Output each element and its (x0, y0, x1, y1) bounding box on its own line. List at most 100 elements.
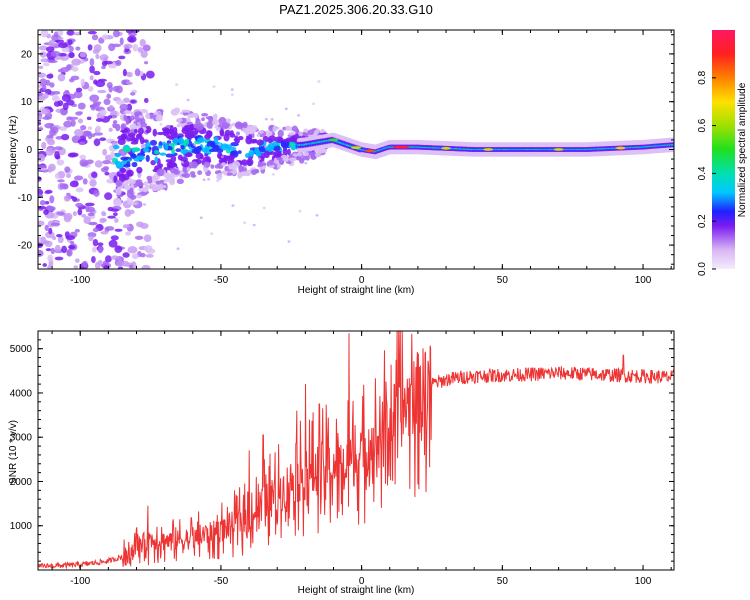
heatmap-cell (145, 141, 151, 148)
x-tick-label: 0 (359, 275, 365, 286)
heatmap-cell (166, 161, 175, 168)
heatmap-cell (116, 171, 121, 177)
heatmap-cell (162, 185, 167, 189)
heatmap-cell (87, 221, 98, 226)
heatmap-cell (276, 157, 283, 161)
heatmap-cell (122, 181, 129, 187)
y-tick-label: 3000 (10, 433, 33, 444)
spectrogram-x-label: Height of straight line (km) (298, 285, 415, 296)
heatmap-cell (82, 178, 88, 185)
heatmap-cell (483, 148, 494, 151)
heatmap-cell (40, 236, 47, 245)
heatmap-cell (82, 130, 92, 137)
heatmap-cell (39, 51, 47, 58)
heatmap-cell (108, 127, 113, 132)
heatmap-cell (56, 159, 65, 166)
heatmap-cell (54, 146, 63, 151)
heatmap-cell (40, 58, 49, 63)
heatmap-cell (57, 73, 66, 82)
snr-panel: -100 -50 0 50 100 5000 4000 3000 2000 1000 Heigh… (8, 330, 675, 596)
heatmap-cell (180, 161, 184, 164)
heatmap-cell (108, 43, 116, 52)
heatmap-cell (38, 153, 46, 162)
heatmap-cell (58, 42, 68, 49)
heatmap-cell (79, 52, 87, 58)
heatmap-cell (232, 168, 237, 174)
heatmap-cell (219, 130, 225, 137)
heatmap-cell (41, 141, 47, 150)
heatmap-cell (173, 107, 181, 114)
heatmap-cell (127, 74, 133, 78)
heatmap-cell (80, 124, 87, 131)
heatmap-cell (292, 157, 296, 160)
x-tick-label: 50 (497, 576, 509, 587)
heatmap-cell (176, 117, 183, 122)
heatmap-cell (48, 39, 56, 47)
heatmap-cell (148, 112, 154, 119)
heatmap-cell (110, 114, 117, 119)
heatmap-cell (50, 126, 59, 134)
heatmap-cell (77, 118, 84, 124)
heatmap-cell (112, 30, 120, 38)
heatmap-cell (111, 208, 119, 212)
heatmap-cell (67, 152, 77, 158)
heatmap-cell (140, 50, 148, 58)
heatmap-cell (215, 126, 221, 132)
heatmap-cell (202, 178, 206, 182)
heatmap-cell (204, 153, 209, 157)
heatmap-cell (114, 228, 123, 232)
heatmap-cell (186, 167, 191, 172)
heatmap-cell (94, 160, 103, 168)
heatmap-cell (134, 235, 144, 240)
heatmap-cell (91, 246, 97, 253)
heatmap-cell (87, 86, 94, 92)
heatmap-cell (39, 78, 48, 87)
y-tick-label: 10 (21, 97, 33, 108)
heatmap-cell (220, 143, 229, 151)
heatmap-cell (105, 226, 115, 231)
heatmap-cell (230, 150, 236, 157)
heatmap-cell (57, 235, 64, 244)
heatmap-cell (127, 246, 138, 254)
heatmap-cell (248, 149, 255, 157)
y-tick-label: 5000 (10, 344, 33, 355)
heatmap-cell (210, 164, 215, 169)
heatmap-cell (87, 30, 97, 35)
heatmap-cell (230, 93, 234, 96)
heatmap-cell (175, 148, 182, 152)
heatmap-cell (243, 221, 247, 225)
heatmap-cell (66, 30, 75, 36)
heatmap-cell (92, 227, 100, 233)
heatmap-cell (48, 227, 53, 235)
heatmap-cell (123, 110, 133, 115)
heatmap-cell (99, 54, 109, 62)
heatmap-cell (225, 118, 232, 123)
heatmap-cell (122, 252, 130, 258)
heatmap-cell (126, 169, 134, 176)
heatmap-cell (240, 171, 248, 175)
heatmap-cell (101, 211, 107, 217)
heatmap-cell (142, 187, 148, 193)
heatmap-cell (241, 159, 248, 166)
heatmap-cell (103, 60, 113, 65)
colorbar-tick-label: 0.2 (697, 214, 708, 228)
heatmap-cell (122, 224, 130, 229)
colorbar: 0.0 0.2 0.4 0.6 0.8 Normalized spectral ampl… (697, 30, 748, 276)
heatmap-cell (112, 120, 118, 124)
heatmap-cell (66, 248, 73, 257)
heatmap-cell (213, 136, 219, 144)
heatmap-cell (89, 75, 94, 81)
heatmap-cell (184, 138, 190, 143)
heatmap-cell (68, 244, 76, 250)
y-tick-label: -10 (18, 193, 33, 204)
heatmap-cell (285, 125, 291, 131)
heatmap-cell (122, 145, 132, 153)
heatmap-cell (254, 147, 260, 154)
heatmap-cell (38, 249, 44, 257)
heatmap-cell (65, 235, 76, 241)
heatmap-cell (116, 99, 125, 105)
colorbar-gradient (712, 30, 735, 269)
heatmap-cell (49, 82, 55, 88)
heatmap-cell (224, 165, 229, 172)
heatmap-cell (71, 66, 79, 72)
